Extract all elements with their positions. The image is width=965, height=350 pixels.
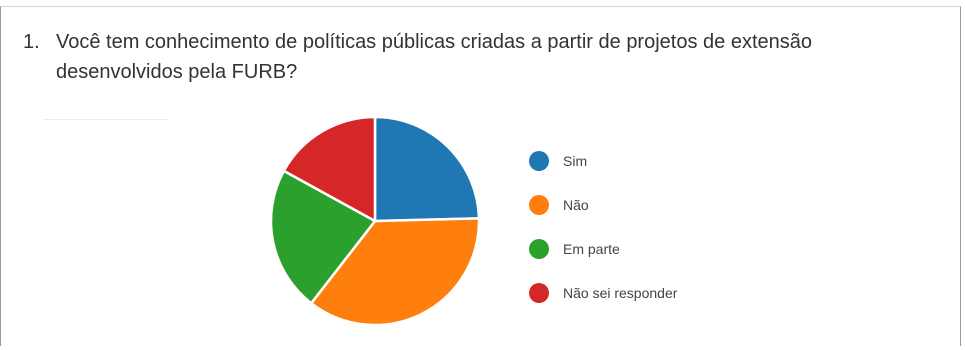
question-text: Você tem conhecimento de políticas públi… [56, 31, 812, 83]
chart-legend: Sim Não Em parte Não sei responder [529, 139, 677, 315]
legend-item-sim: Sim [529, 139, 677, 183]
pie-slice-nao [310, 217, 481, 327]
chart-panel: 1. Você tem conhecimento de políticas pú… [0, 6, 961, 346]
divider [44, 119, 168, 120]
question-number: 1. [23, 31, 40, 53]
pie-chart [269, 115, 481, 327]
question-title: 1. Você tem conhecimento de políticas pú… [23, 27, 938, 87]
legend-label-sim: Sim [563, 153, 588, 169]
legend-label-nao: Não [563, 197, 589, 213]
legend-dot-em-parte [529, 239, 549, 259]
pie-slice-em-parte [269, 169, 377, 305]
legend-dot-nao [529, 195, 549, 215]
legend-label-nao-sei-responder: Não sei responder [563, 285, 678, 301]
legend-item-nao: Não [529, 183, 677, 227]
pie-slice-nao-sei-responder [282, 115, 377, 223]
legend-dot-sim [529, 151, 549, 171]
legend-label-em-parte: Em parte [563, 241, 620, 257]
legend-dot-nao-sei-responder [529, 283, 549, 303]
legend-item-em-parte: Em parte [529, 227, 677, 271]
legend-item-nao-sei-responder: Não sei responder [529, 271, 677, 315]
pie-slice-sim [373, 115, 481, 223]
